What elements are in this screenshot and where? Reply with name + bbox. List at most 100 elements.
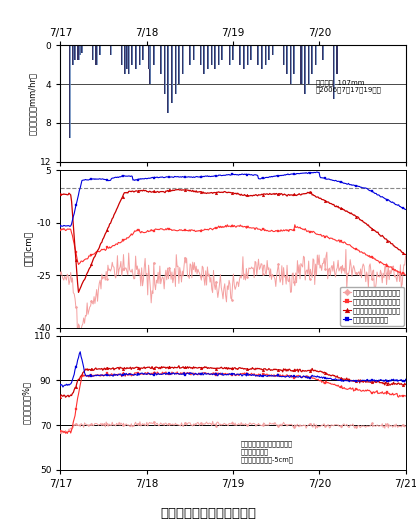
Bar [148,45,149,70]
Bar [290,45,291,84]
Bar [190,45,191,65]
Bar [221,45,223,59]
Bar [207,45,208,70]
Bar [215,45,216,70]
Bar [149,45,150,70]
Bar [305,45,306,94]
Bar [129,45,130,74]
Bar [154,45,155,65]
Bar [136,45,137,70]
Bar [69,45,70,138]
Bar [265,45,267,65]
Bar [251,45,252,59]
Bar [172,45,173,104]
Bar [323,45,324,59]
Bar [233,45,234,59]
Bar [293,45,295,74]
Bar [300,45,302,84]
Bar [176,45,177,94]
Bar [73,45,74,65]
Bar [110,45,111,55]
Bar [127,45,128,70]
Bar [153,45,155,65]
Bar [248,45,249,65]
Bar [312,45,313,74]
Bar [168,45,169,113]
Bar [92,45,94,59]
Bar [121,45,122,65]
Bar [337,45,339,74]
Bar [201,45,202,65]
Bar [142,45,144,59]
Bar [269,45,270,59]
Bar [244,45,245,70]
Bar [165,45,166,94]
Bar [287,45,288,74]
Bar [178,45,180,84]
Bar [167,45,169,113]
Bar [208,45,209,70]
Bar [268,45,270,59]
Bar [282,45,284,65]
Bar [93,45,94,59]
Text: 総降水量  107mm
（2006年7月17～19日）: 総降水量 107mm （2006年7月17～19日） [316,79,381,93]
Bar [247,45,248,65]
Bar [135,45,137,70]
Bar [333,45,334,99]
Bar [69,45,71,138]
Text: 傾斜・均平化ほ場（中央部）
データ一部欠落
測定範囲（地表～-5cm）: 傾斜・均平化ほ場（中央部） データ一部欠落 測定範囲（地表～-5cm） [240,441,293,463]
Bar [316,45,317,65]
Bar [262,45,263,70]
Legend: 傾斜・均平化ほ場（上位部, 傾斜・均平化ほ場（中央部, 傾斜・均平化ほ場（下位部, 対照ほ場（中央部）: 傾斜・均平化ほ場（上位部, 傾斜・均平化ほ場（中央部, 傾斜・均平化ほ場（下位部… [340,287,404,326]
Bar [258,45,259,65]
Bar [203,45,205,74]
Text: 図２　降雨に伴う排水状況: 図２ 降雨に伴う排水状況 [160,508,256,520]
Bar [291,45,292,84]
Bar [74,45,76,59]
Bar [265,45,266,65]
Bar [140,45,141,65]
Bar [124,45,126,74]
Bar [240,45,241,65]
Bar [179,45,180,84]
Bar [322,45,324,59]
Bar [284,45,285,65]
Bar [111,45,112,55]
Bar [309,45,310,84]
Bar [81,45,83,53]
Bar [212,45,213,65]
Bar [77,45,79,59]
Bar [239,45,241,65]
Bar [308,45,310,84]
Bar [80,45,81,55]
Bar [204,45,206,74]
Bar [131,45,133,65]
Bar [228,45,230,65]
Bar [334,45,335,99]
Bar [182,45,183,74]
Y-axis label: 時間降水量（mm/hr）: 時間降水量（mm/hr） [28,72,37,135]
Bar [219,45,220,65]
Bar [149,45,151,84]
Bar [122,45,123,65]
Bar [218,45,219,65]
Bar [214,45,216,70]
Bar [315,45,317,65]
Bar [273,45,274,55]
Bar [193,45,194,59]
Bar [100,45,101,55]
Bar [243,45,245,70]
Bar [200,45,201,65]
Bar [75,45,76,59]
Bar [143,45,144,59]
Bar [96,45,97,65]
Bar [99,45,101,55]
Bar [72,45,74,65]
Bar [337,45,338,74]
Bar [164,45,166,94]
Bar [128,45,129,74]
Bar [272,45,273,55]
Bar [311,45,313,74]
Bar [261,45,262,70]
Bar [126,45,128,70]
